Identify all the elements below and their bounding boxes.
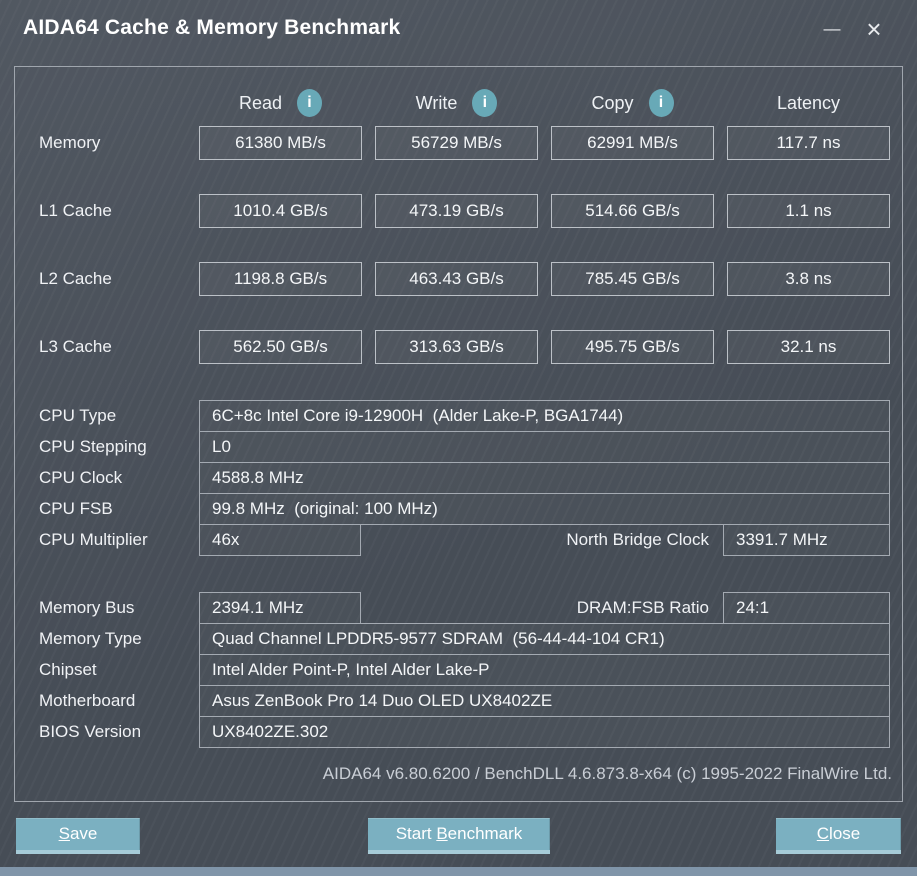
start-label-post: enchmark — [447, 824, 523, 843]
column-header-row: Read i Write i Copy i Latency — [15, 88, 902, 118]
bios-version-label: BIOS Version — [39, 722, 142, 741]
dram-fsb-ratio-value: 24:1 — [723, 592, 890, 624]
write-info-icon[interactable]: i — [472, 89, 498, 117]
memory-type-value: Quad Channel LPDDR5-9577 SDRAM (56-44-44… — [199, 623, 890, 655]
l2-latency-value: 3.8 ns — [727, 262, 890, 296]
window-close-button[interactable]: × — [857, 12, 891, 46]
table-row-l3-cache: L3 Cache 562.50 GB/s 313.63 GB/s 495.75 … — [15, 330, 902, 364]
read-column-label: Read — [238, 92, 283, 113]
l2-write-value: 463.43 GB/s — [375, 262, 538, 296]
l1-write-value: 473.19 GB/s — [375, 194, 538, 228]
north-bridge-clock-value: 3391.7 MHz — [723, 524, 890, 556]
memory-copy-value: 62991 MB/s — [551, 126, 714, 160]
motherboard-label: Motherboard — [39, 691, 136, 710]
cpu-type-row: CPU Type 6C+8c Intel Core i9-12900H (Ald… — [15, 400, 902, 432]
north-bridge-clock-label: North Bridge Clock — [566, 530, 709, 549]
column-header-latency: Latency — [727, 89, 890, 117]
cpu-type-value: 6C+8c Intel Core i9-12900H (Alder Lake-P… — [199, 400, 890, 432]
read-info-icon[interactable]: i — [297, 89, 323, 117]
copy-column-label: Copy — [591, 92, 634, 113]
window-title: AIDA64 Cache & Memory Benchmark — [23, 16, 401, 39]
column-header-copy: Copy i — [551, 89, 714, 117]
titlebar: AIDA64 Cache & Memory Benchmark — × — [0, 0, 917, 66]
l3-write-value: 313.63 GB/s — [375, 330, 538, 364]
start-label-hotkey: B — [436, 824, 448, 843]
cpu-stepping-label: CPU Stepping — [39, 437, 147, 456]
cpu-clock-value: 4588.8 MHz — [199, 462, 890, 494]
save-label-hotkey: S — [58, 824, 70, 843]
close-label-hotkey: C — [816, 824, 830, 843]
column-header-write: Write i — [375, 89, 538, 117]
memory-info-section: Memory Bus 2394.1 MHz DRAM:FSB Ratio 24:… — [15, 592, 902, 748]
cpu-clock-row: CPU Clock 4588.8 MHz — [15, 462, 902, 494]
chipset-value: Intel Alder Point-P, Intel Alder Lake-P — [199, 654, 890, 686]
motherboard-row: Motherboard Asus ZenBook Pro 14 Duo OLED… — [15, 685, 902, 717]
bios-version-row: BIOS Version UX8402ZE.302 — [15, 716, 902, 748]
cpu-multiplier-label: CPU Multiplier — [39, 530, 148, 549]
table-row-l2-cache: L2 Cache 1198.8 GB/s 463.43 GB/s 785.45 … — [15, 262, 902, 296]
minimize-button[interactable]: — — [815, 12, 849, 46]
memory-type-row: Memory Type Quad Channel LPDDR5-9577 SDR… — [15, 623, 902, 655]
cpu-type-label: CPU Type — [39, 406, 117, 425]
memory-type-label: Memory Type — [39, 629, 142, 648]
l2-copy-value: 785.45 GB/s — [551, 262, 714, 296]
l3-copy-value: 495.75 GB/s — [551, 330, 714, 364]
l3-row-label: L3 Cache — [39, 337, 112, 356]
l1-read-value: 1010.4 GB/s — [199, 194, 362, 228]
version-credit-text: AIDA64 v6.80.6200 / BenchDLL 4.6.873.8-x… — [322, 764, 892, 783]
copy-info-icon[interactable]: i — [648, 89, 674, 117]
benchmark-panel: Read i Write i Copy i Latency Memory 613… — [14, 66, 903, 802]
latency-column-label: Latency — [776, 92, 841, 113]
cpu-fsb-row: CPU FSB 99.8 MHz (original: 100 MHz) — [15, 493, 902, 525]
cpu-fsb-value: 99.8 MHz (original: 100 MHz) — [199, 493, 890, 525]
close-icon: × — [866, 13, 882, 44]
l2-row-label: L2 Cache — [39, 269, 112, 288]
l2-read-value: 1198.8 GB/s — [199, 262, 362, 296]
chipset-label: Chipset — [39, 660, 97, 679]
chipset-row: Chipset Intel Alder Point-P, Intel Alder… — [15, 654, 902, 686]
save-button[interactable]: Save — [16, 818, 140, 854]
window-bottom-edge — [0, 867, 917, 876]
cpu-stepping-value: L0 — [199, 431, 890, 463]
l1-row-label: L1 Cache — [39, 201, 112, 220]
cpu-clock-label: CPU Clock — [39, 468, 123, 487]
close-label-post: lose — [829, 824, 861, 843]
column-header-read: Read i — [199, 89, 362, 117]
cpu-multiplier-value: 46x — [199, 524, 361, 556]
cpu-stepping-row: CPU Stepping L0 — [15, 431, 902, 463]
memory-read-value: 61380 MB/s — [199, 126, 362, 160]
save-label-post: ave — [69, 824, 98, 843]
memory-row-label: Memory — [39, 133, 101, 152]
cpu-info-section: CPU Type 6C+8c Intel Core i9-12900H (Ald… — [15, 400, 902, 556]
table-row-l1-cache: L1 Cache 1010.4 GB/s 473.19 GB/s 514.66 … — [15, 194, 902, 228]
memory-write-value: 56729 MB/s — [375, 126, 538, 160]
start-label-pre: Start — [395, 824, 437, 843]
l3-read-value: 562.50 GB/s — [199, 330, 362, 364]
cpu-fsb-label: CPU FSB — [39, 499, 113, 518]
memory-latency-value: 117.7 ns — [727, 126, 890, 160]
bios-version-value: UX8402ZE.302 — [199, 716, 890, 748]
write-column-label: Write — [415, 92, 458, 113]
start-benchmark-button[interactable]: Start Benchmark — [368, 818, 550, 854]
table-row-memory: Memory 61380 MB/s 56729 MB/s 62991 MB/s … — [15, 126, 902, 160]
l3-latency-value: 32.1 ns — [727, 330, 890, 364]
l1-copy-value: 514.66 GB/s — [551, 194, 714, 228]
close-button[interactable]: Close — [776, 818, 901, 854]
cpu-multiplier-row: CPU Multiplier 46x North Bridge Clock 33… — [15, 524, 902, 556]
l1-latency-value: 1.1 ns — [727, 194, 890, 228]
memory-bus-label: Memory Bus — [39, 598, 135, 617]
motherboard-value: Asus ZenBook Pro 14 Duo OLED UX8402ZE — [199, 685, 890, 717]
memory-bus-row: Memory Bus 2394.1 MHz DRAM:FSB Ratio 24:… — [15, 592, 902, 624]
memory-bus-value: 2394.1 MHz — [199, 592, 361, 624]
minimize-icon: — — [823, 19, 841, 38]
dram-fsb-ratio-label: DRAM:FSB Ratio — [576, 598, 709, 617]
